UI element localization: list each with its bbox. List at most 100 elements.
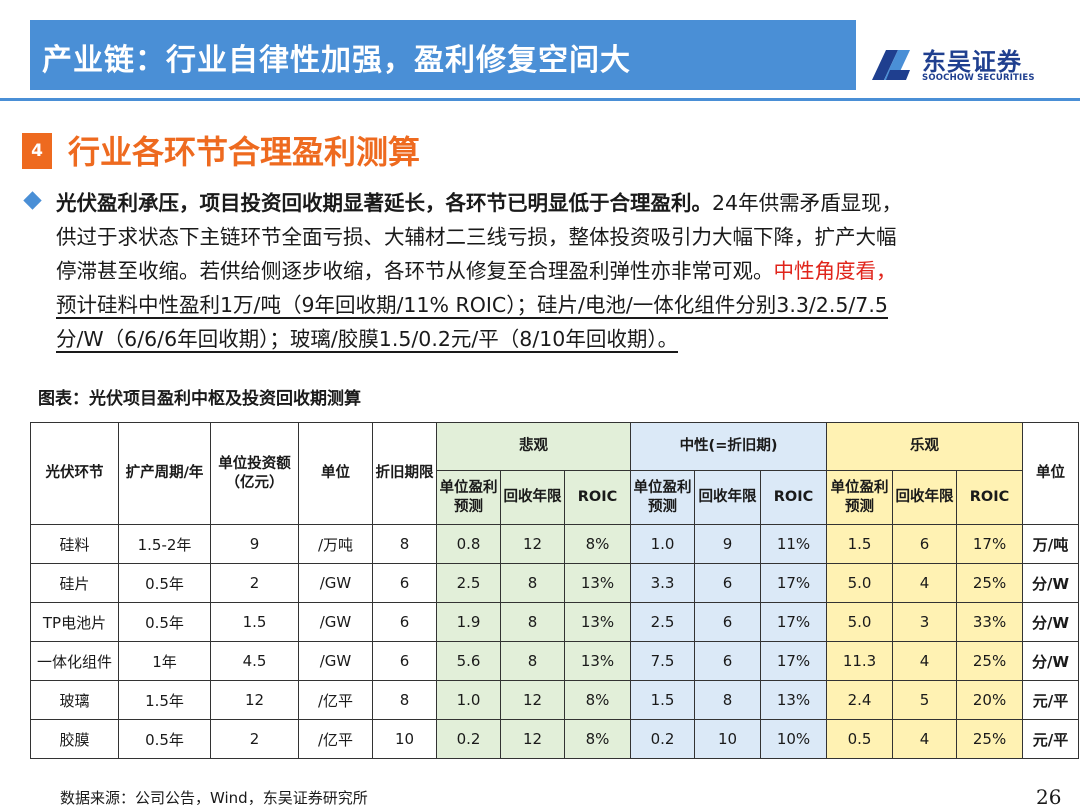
header-depreciation: 折旧期限: [372, 422, 437, 525]
cell-expansion: 0.5年: [118, 602, 211, 642]
cell-p-profit: 1.0: [436, 680, 501, 720]
cell-o-payback: 4: [892, 563, 958, 603]
cell-n-roic: 13%: [760, 680, 828, 720]
header-segment: 光伏环节: [30, 422, 119, 525]
table-row: 玻璃 1.5年 12/亿平 8 1.0 12 8% 1.5 8 13% 2.4 5 20% 元/平: [30, 680, 1080, 720]
cell-n-roic: 11%: [760, 524, 828, 564]
cell-expansion: 0.5年: [118, 719, 211, 759]
cell-n-profit: 2.5: [630, 602, 696, 642]
paragraph-line: 供过于求状态下主链环节全面亏损、大辅材二三线亏损，整体投资吸引力大幅下降，扩产大…: [56, 225, 897, 249]
cell-unit: /GW: [298, 563, 373, 603]
cell-p-payback: 8: [500, 563, 565, 603]
header-unit: 单位: [298, 422, 373, 525]
cell-n-roic: 17%: [760, 602, 828, 642]
paragraph-line: 光伏盈利承压，项目投资回收期显著延长，各环节已明显低于合理盈利。24年供需矛盾显…: [56, 186, 1046, 220]
logo-chinese-name: 东吴证券: [922, 48, 1022, 76]
cell-dep: 6: [372, 563, 437, 603]
header-optimistic: 乐观: [826, 422, 1024, 471]
page-number: 26: [1036, 785, 1062, 809]
cell-o-payback: 4: [892, 719, 958, 759]
paragraph-highlight: 中性角度看，: [773, 259, 897, 283]
cell-p-payback: 12: [500, 524, 565, 564]
profit-payback-table: 光伏环节 扩产周期/年 单位投资额（亿元） 单位 折旧期限 悲观 中性(=折旧期…: [30, 422, 1080, 759]
section-number-badge: 4: [22, 133, 52, 169]
cell-segment: 一体化组件: [30, 641, 119, 681]
cell-investment: 9: [210, 524, 299, 564]
cell-dep: 8: [372, 680, 437, 720]
paragraph-text: 24年供需矛盾显现，: [712, 191, 903, 215]
header-payback: 回收年限: [694, 470, 762, 525]
header-neutral: 中性(=折旧期): [630, 422, 828, 471]
cell-unit: /亿平: [298, 719, 373, 759]
cell-o-payback: 4: [892, 641, 958, 681]
cell-n-payback: 6: [694, 641, 762, 681]
header-expansion: 扩产周期/年: [118, 422, 211, 525]
cell-expansion: 1.5年: [118, 680, 211, 720]
cell-n-roic: 17%: [760, 641, 828, 681]
cell-unit2: 分/W: [1022, 563, 1080, 603]
cell-segment: 硅片: [30, 563, 119, 603]
cell-unit: /亿平: [298, 680, 373, 720]
summary-paragraph: 光伏盈利承压，项目投资回收期显著延长，各环节已明显低于合理盈利。24年供需矛盾显…: [56, 186, 1046, 356]
cell-p-profit: 5.6: [436, 641, 501, 681]
cell-n-profit: 1.5: [630, 680, 696, 720]
cell-p-roic: 8%: [563, 719, 632, 759]
header-profit: 单位盈利预测: [630, 470, 696, 525]
cell-o-profit: 5.0: [826, 602, 894, 642]
cell-o-payback: 6: [892, 524, 958, 564]
section-title: 行业各环节合理盈利测算: [68, 133, 421, 171]
cell-unit: /GW: [298, 602, 373, 642]
table-row: 硅料 1.5-2年 9/万吨 8 0.8 12 8% 1.0 9 11% 1.5 6 17% 万/吨: [30, 524, 1080, 564]
cell-expansion: 0.5年: [118, 563, 211, 603]
cell-o-payback: 5: [892, 680, 958, 720]
cell-unit: /GW: [298, 641, 373, 681]
cell-p-payback: 12: [500, 719, 565, 759]
soochow-logo-icon: [872, 50, 910, 80]
cell-investment: 12: [210, 680, 299, 720]
cell-unit2: 元/平: [1022, 719, 1080, 759]
cell-p-roic: 13%: [563, 602, 632, 642]
header-payback: 回收年限: [500, 470, 565, 525]
cell-o-roic: 33%: [956, 602, 1024, 642]
header-unit2: 单位: [1022, 422, 1080, 525]
table-row: 胶膜 0.5年 2/亿平 10 0.2 12 8% 0.2 10 10% 0.5 4 25% 元/平: [30, 719, 1080, 759]
title-bar: 产业链：行业自律性加强，盈利修复空间大: [30, 20, 856, 90]
cell-expansion: 1.5-2年: [118, 524, 211, 564]
table-body: 硅料 1.5-2年 9/万吨 8 0.8 12 8% 1.0 9 11% 1.5 6 17% 万/吨 硅片 0…: [30, 524, 1080, 759]
paragraph-bold-lead: 光伏盈利承压，项目投资回收期显著延长，各环节已明显低于合理盈利。: [56, 191, 712, 215]
cell-n-payback: 6: [694, 602, 762, 642]
header-pessimistic: 悲观: [435, 422, 632, 471]
header-investment: 单位投资额（亿元）: [210, 422, 299, 525]
cell-n-profit: 0.2: [630, 719, 696, 759]
table-row: TP电池片 0.5年 1.5/GW 6 1.9 8 13% 2.5 6 17% 5.0 3 33% 分/W: [30, 602, 1080, 642]
cell-o-roic: 20%: [956, 680, 1024, 720]
cell-n-profit: 3.3: [630, 563, 696, 603]
cell-p-profit: 0.8: [436, 524, 501, 564]
cell-n-payback: 10: [694, 719, 762, 759]
cell-dep: 6: [372, 602, 437, 642]
cell-n-payback: 6: [694, 563, 762, 603]
cell-p-roic: 13%: [563, 563, 632, 603]
paragraph-text: 停滞甚至收缩。若供给侧逐步收缩，各环节从修复至合理盈利弹性亦非常可观。: [56, 259, 774, 283]
cell-segment: 硅料: [30, 524, 119, 564]
cell-o-roic: 25%: [956, 641, 1024, 681]
header-divider: [0, 98, 1080, 101]
page-title: 产业链：行业自律性加强，盈利修复空间大: [42, 43, 631, 78]
cell-segment: 玻璃: [30, 680, 119, 720]
header-roic: ROIC: [956, 470, 1024, 525]
cell-investment: 2: [210, 719, 299, 759]
cell-dep: 10: [372, 719, 437, 759]
cell-segment: 胶膜: [30, 719, 119, 759]
cell-p-profit: 0.2: [436, 719, 501, 759]
table-row: 一体化组件 1年 4.5/GW 6 5.6 8 13% 7.5 6 17% 11.3 4 25% 分/W: [30, 641, 1080, 681]
cell-o-profit: 2.4: [826, 680, 894, 720]
cell-o-payback: 3: [892, 602, 958, 642]
table-row: 硅片 0.5年 2/GW 6 2.5 8 13% 3.3 6 17% 5.0 4 25% 分/W: [30, 563, 1080, 603]
cell-p-roic: 13%: [563, 641, 632, 681]
cell-n-profit: 7.5: [630, 641, 696, 681]
cell-p-payback: 12: [500, 680, 565, 720]
cell-investment: 1.5: [210, 602, 299, 642]
cell-unit2: 元/平: [1022, 680, 1080, 720]
cell-unit2: 分/W: [1022, 641, 1080, 681]
header-roic: ROIC: [760, 470, 828, 525]
